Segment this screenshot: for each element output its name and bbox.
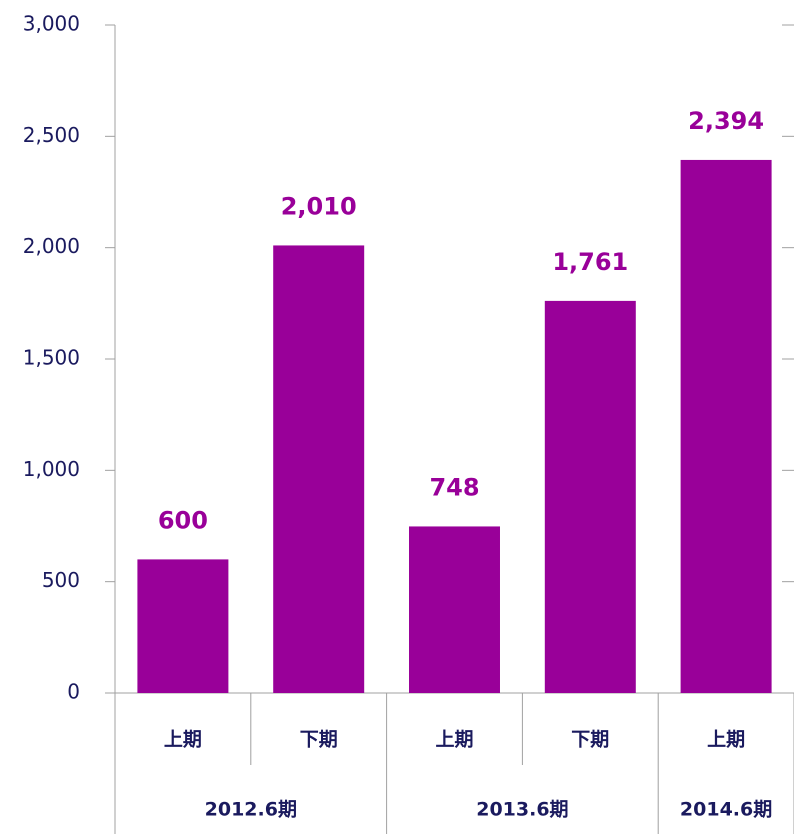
- group-label: 2014.6期: [680, 799, 772, 821]
- x-tick-label: 下期: [300, 729, 338, 751]
- bar: [273, 245, 365, 693]
- bar: [137, 559, 229, 693]
- y-tick-label: 3,000: [23, 12, 80, 36]
- value-label: 2,394: [688, 107, 764, 135]
- value-label: 748: [429, 473, 479, 501]
- bar: [409, 526, 500, 693]
- group-label: 2013.6期: [476, 799, 568, 821]
- group-label: 2012.6期: [205, 799, 297, 821]
- bar: [680, 159, 772, 693]
- y-tick-label: 1,000: [23, 457, 80, 481]
- value-label: 600: [158, 506, 208, 534]
- bar: [544, 300, 636, 693]
- y-tick-label: 2,500: [23, 123, 80, 147]
- y-tick-label: 1,500: [23, 346, 80, 370]
- x-tick-label: 上期: [435, 729, 473, 751]
- x-tick-label: 上期: [707, 729, 745, 751]
- value-label: 2,010: [281, 192, 357, 220]
- y-tick-label: 0: [67, 680, 80, 704]
- value-label: 1,761: [552, 248, 628, 276]
- x-tick-label: 下期: [571, 729, 609, 751]
- y-tick-label: 2,000: [23, 234, 80, 258]
- y-tick-label: 500: [42, 568, 80, 592]
- x-tick-label: 上期: [164, 729, 202, 751]
